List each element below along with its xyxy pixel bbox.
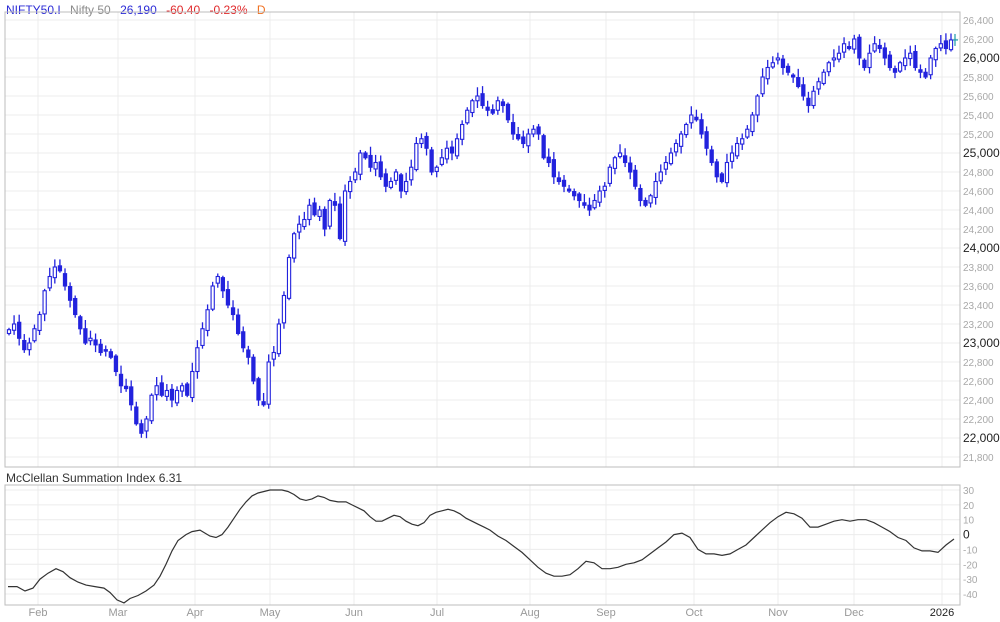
period-selector[interactable]: D [256, 3, 266, 17]
month-tick-label: Nov [768, 607, 788, 619]
price-tick-label: 25,600 [963, 92, 994, 103]
indicator-tick-label: -10 [963, 545, 978, 556]
price-tick-label: 26,000 [963, 51, 1000, 65]
price-tick-label: 25,800 [963, 73, 994, 84]
month-tick-label: May [260, 607, 281, 619]
indicator-tick-label: -20 [963, 560, 978, 571]
price-tick-label: 22,200 [963, 415, 994, 426]
month-tick-label: Apr [186, 607, 203, 619]
month-tick-label: Oct [685, 607, 702, 619]
price-tick-label: 26,400 [963, 16, 994, 27]
price-tick-label: 22,600 [963, 377, 994, 388]
price-tick-label: 24,000 [963, 241, 1000, 255]
price-candles [6, 33, 958, 439]
chart-header: NIFTY50.I Nifty 50 26,190 -60.40 -0.23% … [6, 2, 272, 18]
indicator-grid [5, 485, 960, 605]
indicator-tick-label: 20 [963, 501, 975, 512]
indicator-tick-label: -40 [963, 590, 978, 601]
price-change: -60.40 [166, 3, 201, 17]
month-tick-label: Mar [109, 607, 128, 619]
indicator-tick-label: 30 [963, 486, 975, 497]
price-tick-label: 23,000 [963, 336, 1000, 350]
price-tick-label: 25,200 [963, 130, 994, 141]
instrument-name: Nifty 50 [70, 3, 111, 17]
price-tick-label: 24,200 [963, 225, 994, 236]
price-tick-label: 22,800 [963, 358, 994, 369]
price-tick-label: 25,000 [963, 146, 1000, 160]
month-tick-label: Dec [844, 607, 864, 619]
month-tick-label: Feb [29, 607, 48, 619]
time-axis[interactable]: Feb Mar Apr May Jun Jul Aug Sep Oct Nov Dec 2026 [29, 607, 955, 619]
symbol-label[interactable]: NIFTY50.I [6, 3, 61, 17]
price-panel-frame [4, 11, 961, 468]
price-tick-label: 25,400 [963, 111, 994, 122]
price-tick-label: 24,400 [963, 206, 994, 217]
price-axis[interactable]: 21,800 22,000 22,200 22,400 22,600 22,800 23,0… [963, 16, 1000, 464]
price-tick-label: 22,000 [963, 431, 1000, 445]
indicator-tick-label: 10 [963, 516, 975, 527]
price-tick-label: 22,400 [963, 396, 994, 407]
last-price: 26,190 [120, 3, 157, 17]
summation-index-line [8, 489, 955, 604]
month-tick-label: Aug [520, 607, 540, 619]
month-tick-label: Jul [430, 607, 444, 619]
indicator-title: McClellan Summation Index 6.31 [6, 471, 183, 485]
month-tick-label: 2026 [930, 607, 954, 619]
price-tick-label: 26,200 [963, 35, 994, 46]
month-tick-label: Jun [345, 607, 363, 619]
price-tick-label: 23,200 [963, 320, 994, 331]
price-tick-label: 24,800 [963, 168, 994, 179]
price-tick-label: 23,400 [963, 301, 994, 312]
price-tick-label: 23,800 [963, 263, 994, 274]
indicator-tick-label: -30 [963, 575, 978, 586]
price-grid [5, 12, 960, 467]
indicator-tick-label: 0 [963, 528, 970, 542]
indicator-axis[interactable]: 30 20 100 -10 -20 -30 -40 [963, 486, 978, 601]
price-tick-label: 24,600 [963, 187, 994, 198]
price-tick-label: 21,800 [963, 453, 994, 464]
indicator-panel-frame [4, 484, 961, 606]
price-tick-label: 23,600 [963, 282, 994, 293]
price-change-percent: -0.23% [209, 3, 248, 17]
month-tick-label: Sep [596, 607, 616, 619]
